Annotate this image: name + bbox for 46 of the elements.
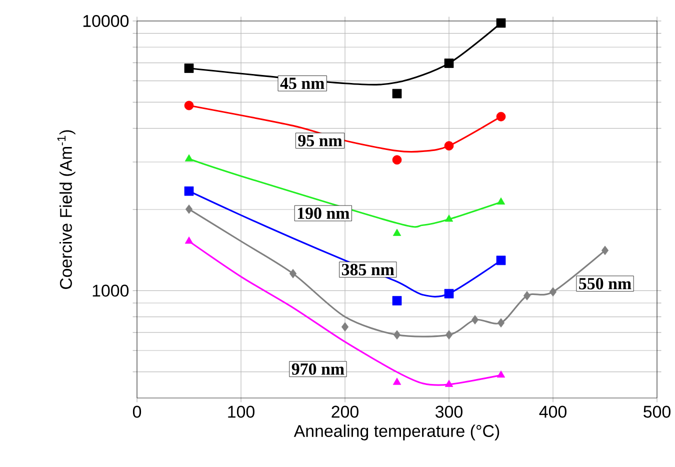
point <box>341 322 349 332</box>
point <box>392 155 402 165</box>
point <box>289 268 297 278</box>
point <box>392 378 402 385</box>
point <box>496 112 506 122</box>
x-tick-label: 400 <box>539 406 566 418</box>
point <box>444 380 454 387</box>
x-tick-label: 500 <box>644 406 670 418</box>
point <box>496 18 506 28</box>
point <box>445 330 453 340</box>
annotation: 385 nm <box>342 264 394 276</box>
point <box>444 288 454 298</box>
point <box>601 246 609 256</box>
point <box>184 64 194 73</box>
point <box>471 315 479 324</box>
x-tick-label: 100 <box>228 406 254 418</box>
point <box>184 236 194 244</box>
point <box>496 197 506 205</box>
y-tick-label: 1000 <box>92 284 129 297</box>
x-tick-label: 0 <box>132 406 142 418</box>
point <box>184 154 194 162</box>
point <box>497 318 505 328</box>
point <box>392 88 402 98</box>
annotation: 45 nm <box>280 78 324 90</box>
y-axis-title: Coercive Field (Am$^{-1}$) <box>57 130 76 289</box>
point <box>185 204 193 214</box>
point <box>549 287 557 297</box>
x-tick-label: 300 <box>436 406 462 418</box>
point <box>393 330 401 340</box>
point <box>496 370 506 378</box>
point <box>523 291 531 300</box>
x-tick-label: 200 <box>332 406 358 418</box>
point <box>444 58 454 68</box>
point <box>184 186 194 196</box>
point <box>444 141 454 150</box>
annotation: 95 nm <box>298 134 342 146</box>
y-tick-label: 10000 <box>83 14 129 27</box>
point <box>392 296 402 306</box>
point <box>444 214 454 222</box>
point <box>184 100 194 110</box>
annotation: 190 nm <box>298 208 350 219</box>
point <box>392 228 402 236</box>
annotation: 550 nm <box>579 278 632 290</box>
point <box>496 256 506 266</box>
annotation: 970 nm <box>292 363 344 375</box>
x-axis-title: Annealing temperature (°C) <box>294 424 500 440</box>
